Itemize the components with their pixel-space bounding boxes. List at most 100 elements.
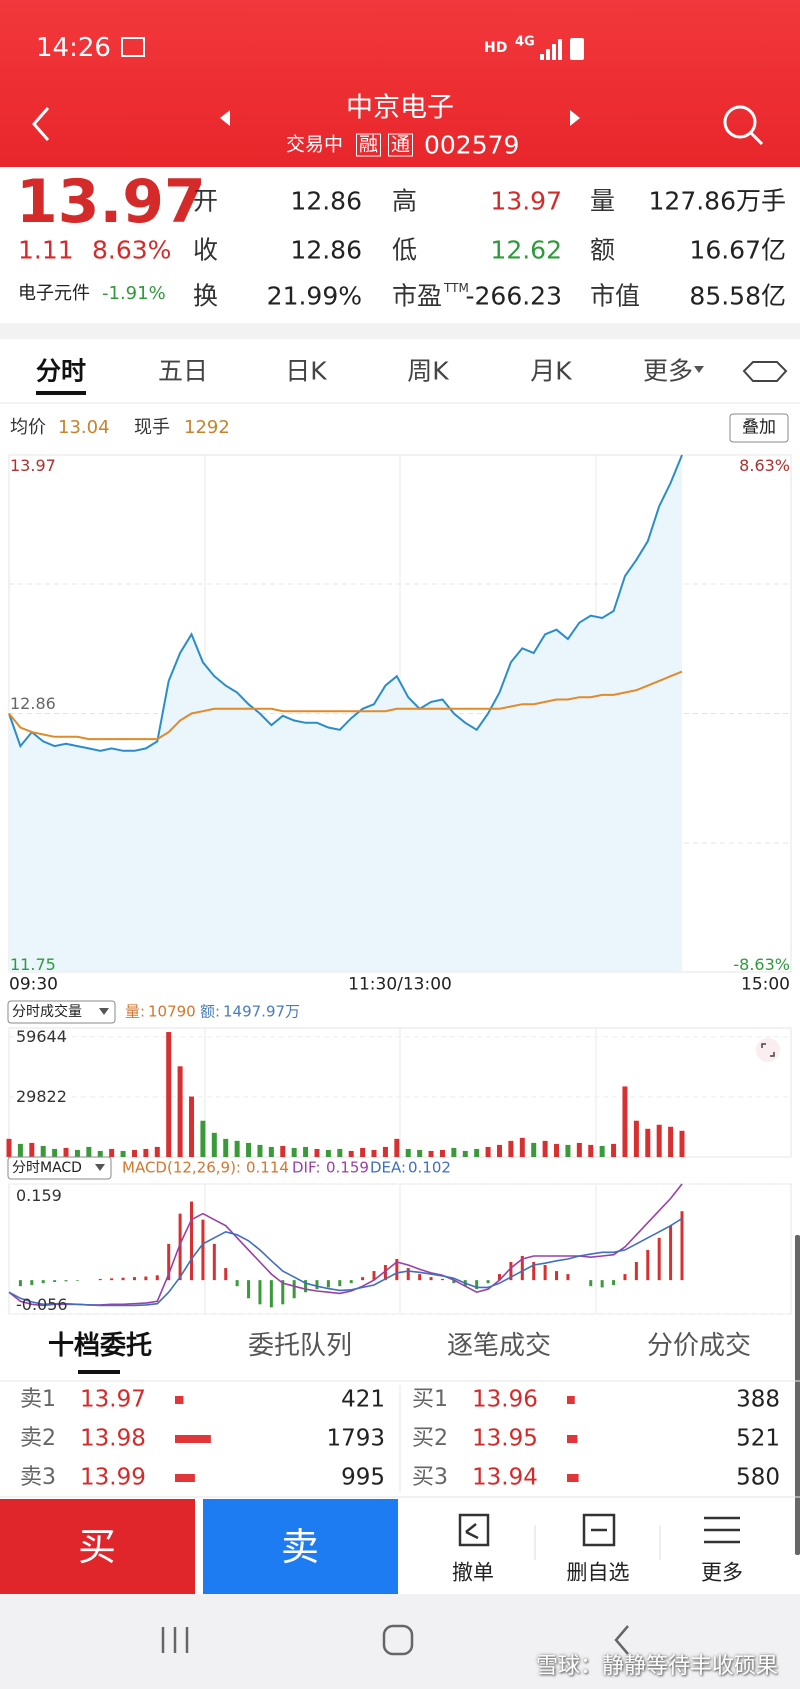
volume-bar [314, 1148, 320, 1157]
chart-tab[interactable]: 五日 [157, 356, 209, 386]
macd-bar [292, 1280, 296, 1299]
field-value: 127.86万手 [648, 186, 786, 216]
volume-bar [462, 1150, 468, 1157]
next-stock[interactable] [570, 110, 580, 126]
quote-panel [0, 167, 800, 323]
dea-line [8, 1217, 683, 1307]
depth-bar [567, 1435, 578, 1443]
chart-tab[interactable]: 分时 [35, 356, 87, 386]
macd-bar [144, 1276, 148, 1281]
dif-line [8, 1183, 683, 1307]
settings-icon[interactable] [742, 361, 788, 382]
field-label-sup: TTM [444, 281, 469, 295]
volume-bar [337, 1148, 343, 1157]
volume-selector[interactable] [7, 1000, 116, 1024]
search-icon-handle [749, 131, 764, 146]
macd-bar [349, 1280, 353, 1284]
macd-bar [121, 1277, 125, 1281]
action-label[interactable]: 撤单 [452, 1560, 494, 1585]
depth-bar [175, 1396, 184, 1404]
chart-tab[interactable]: 更多 [642, 356, 694, 386]
macd-dif: 0.159 [326, 1158, 369, 1177]
field-label: 额 [590, 235, 616, 265]
macd-selector[interactable] [7, 1156, 112, 1180]
field-label: 市盈 [392, 281, 443, 311]
remove-icon[interactable] [582, 1513, 616, 1547]
order-level: 买1 [412, 1387, 448, 1412]
volume-bar [86, 1146, 92, 1157]
chart-tab[interactable]: 周K [407, 356, 449, 386]
macd-bar [326, 1280, 330, 1288]
action-label[interactable]: 删自选 [566, 1560, 630, 1585]
selector-arrow [95, 1164, 105, 1171]
expand-button[interactable] [756, 1038, 780, 1062]
volume-bar [6, 1138, 12, 1157]
chart-tab[interactable]: 日K [285, 356, 327, 386]
volume-selector-label[interactable]: 分时成交量 [12, 1004, 82, 1020]
order-quantity: 580 [736, 1464, 780, 1491]
order-tab[interactable]: 委托队列 [247, 1331, 353, 1361]
field-label: 量 [590, 186, 616, 216]
volume-bar [656, 1124, 662, 1157]
order-quantity: 388 [736, 1386, 780, 1413]
connect-tag: 通 [388, 133, 414, 157]
macd-bar [532, 1262, 536, 1281]
overlay-label[interactable]: 叠加 [742, 417, 776, 438]
macd-bar [338, 1280, 342, 1287]
back-button[interactable] [32, 107, 50, 141]
field-label: 开 [193, 186, 219, 216]
macd-selector-label[interactable]: 分时MACD [12, 1160, 82, 1176]
signal-bar [540, 54, 544, 60]
search-icon[interactable] [723, 105, 757, 139]
field-value: 21.99% [266, 281, 362, 311]
volume-bar [154, 1146, 160, 1157]
macd-bar [190, 1201, 194, 1281]
bottom-buy-button[interactable] [0, 1499, 195, 1594]
cancel-icon[interactable] [458, 1513, 490, 1547]
macd-bar [440, 1278, 444, 1281]
macd-bar [18, 1280, 22, 1287]
order-tab[interactable]: 分价成交 [646, 1331, 752, 1361]
field-value: 85.58亿 [689, 281, 786, 311]
order-price: 13.95 [472, 1425, 538, 1452]
buy-button-label[interactable]: 买 [77, 1525, 117, 1569]
chart-tab[interactable]: 月K [530, 356, 572, 386]
volume-bar [120, 1150, 126, 1157]
macd-bar [178, 1213, 182, 1281]
depth-bar [567, 1474, 579, 1482]
depth-bar [175, 1435, 211, 1443]
macd-bar [98, 1278, 102, 1281]
macd-bar [53, 1280, 57, 1282]
order-price: 13.96 [472, 1386, 538, 1413]
action-label[interactable]: 更多 [701, 1560, 743, 1585]
order-tab[interactable]: 逐笔成交 [446, 1331, 552, 1361]
volume-bar [554, 1143, 560, 1157]
sell-button-label[interactable]: 卖 [280, 1525, 320, 1569]
macd-bar [669, 1225, 673, 1281]
volume-bar [189, 1096, 195, 1157]
nav-back[interactable] [614, 1625, 629, 1655]
order-tab[interactable]: 十档委托 [47, 1331, 153, 1361]
stock-name: 中京电子 [346, 92, 454, 124]
order-tab-underline [78, 1370, 120, 1374]
field-value: 16.67亿 [689, 235, 786, 265]
volume-tick-label: 29822 [16, 1086, 67, 1106]
macd-bar [520, 1255, 524, 1281]
prev-stock[interactable] [220, 110, 230, 126]
volume-bar [40, 1145, 46, 1157]
macd-bar [269, 1280, 273, 1308]
order-price: 13.97 [80, 1386, 146, 1413]
field-label: 换 [193, 281, 219, 311]
volume-bar [280, 1145, 286, 1157]
expand-icon [761, 1043, 775, 1057]
order-quantity: 1793 [326, 1425, 385, 1452]
bottom-sell-button[interactable] [203, 1499, 398, 1594]
macd-bar [258, 1280, 262, 1305]
nav-home[interactable] [382, 1624, 414, 1656]
order-quantity: 995 [341, 1464, 385, 1491]
overlay-button[interactable] [729, 413, 789, 443]
macd-bar [110, 1278, 114, 1281]
macd-bar [486, 1280, 490, 1284]
gallery-icon [121, 37, 145, 57]
volume-bar [668, 1126, 674, 1157]
